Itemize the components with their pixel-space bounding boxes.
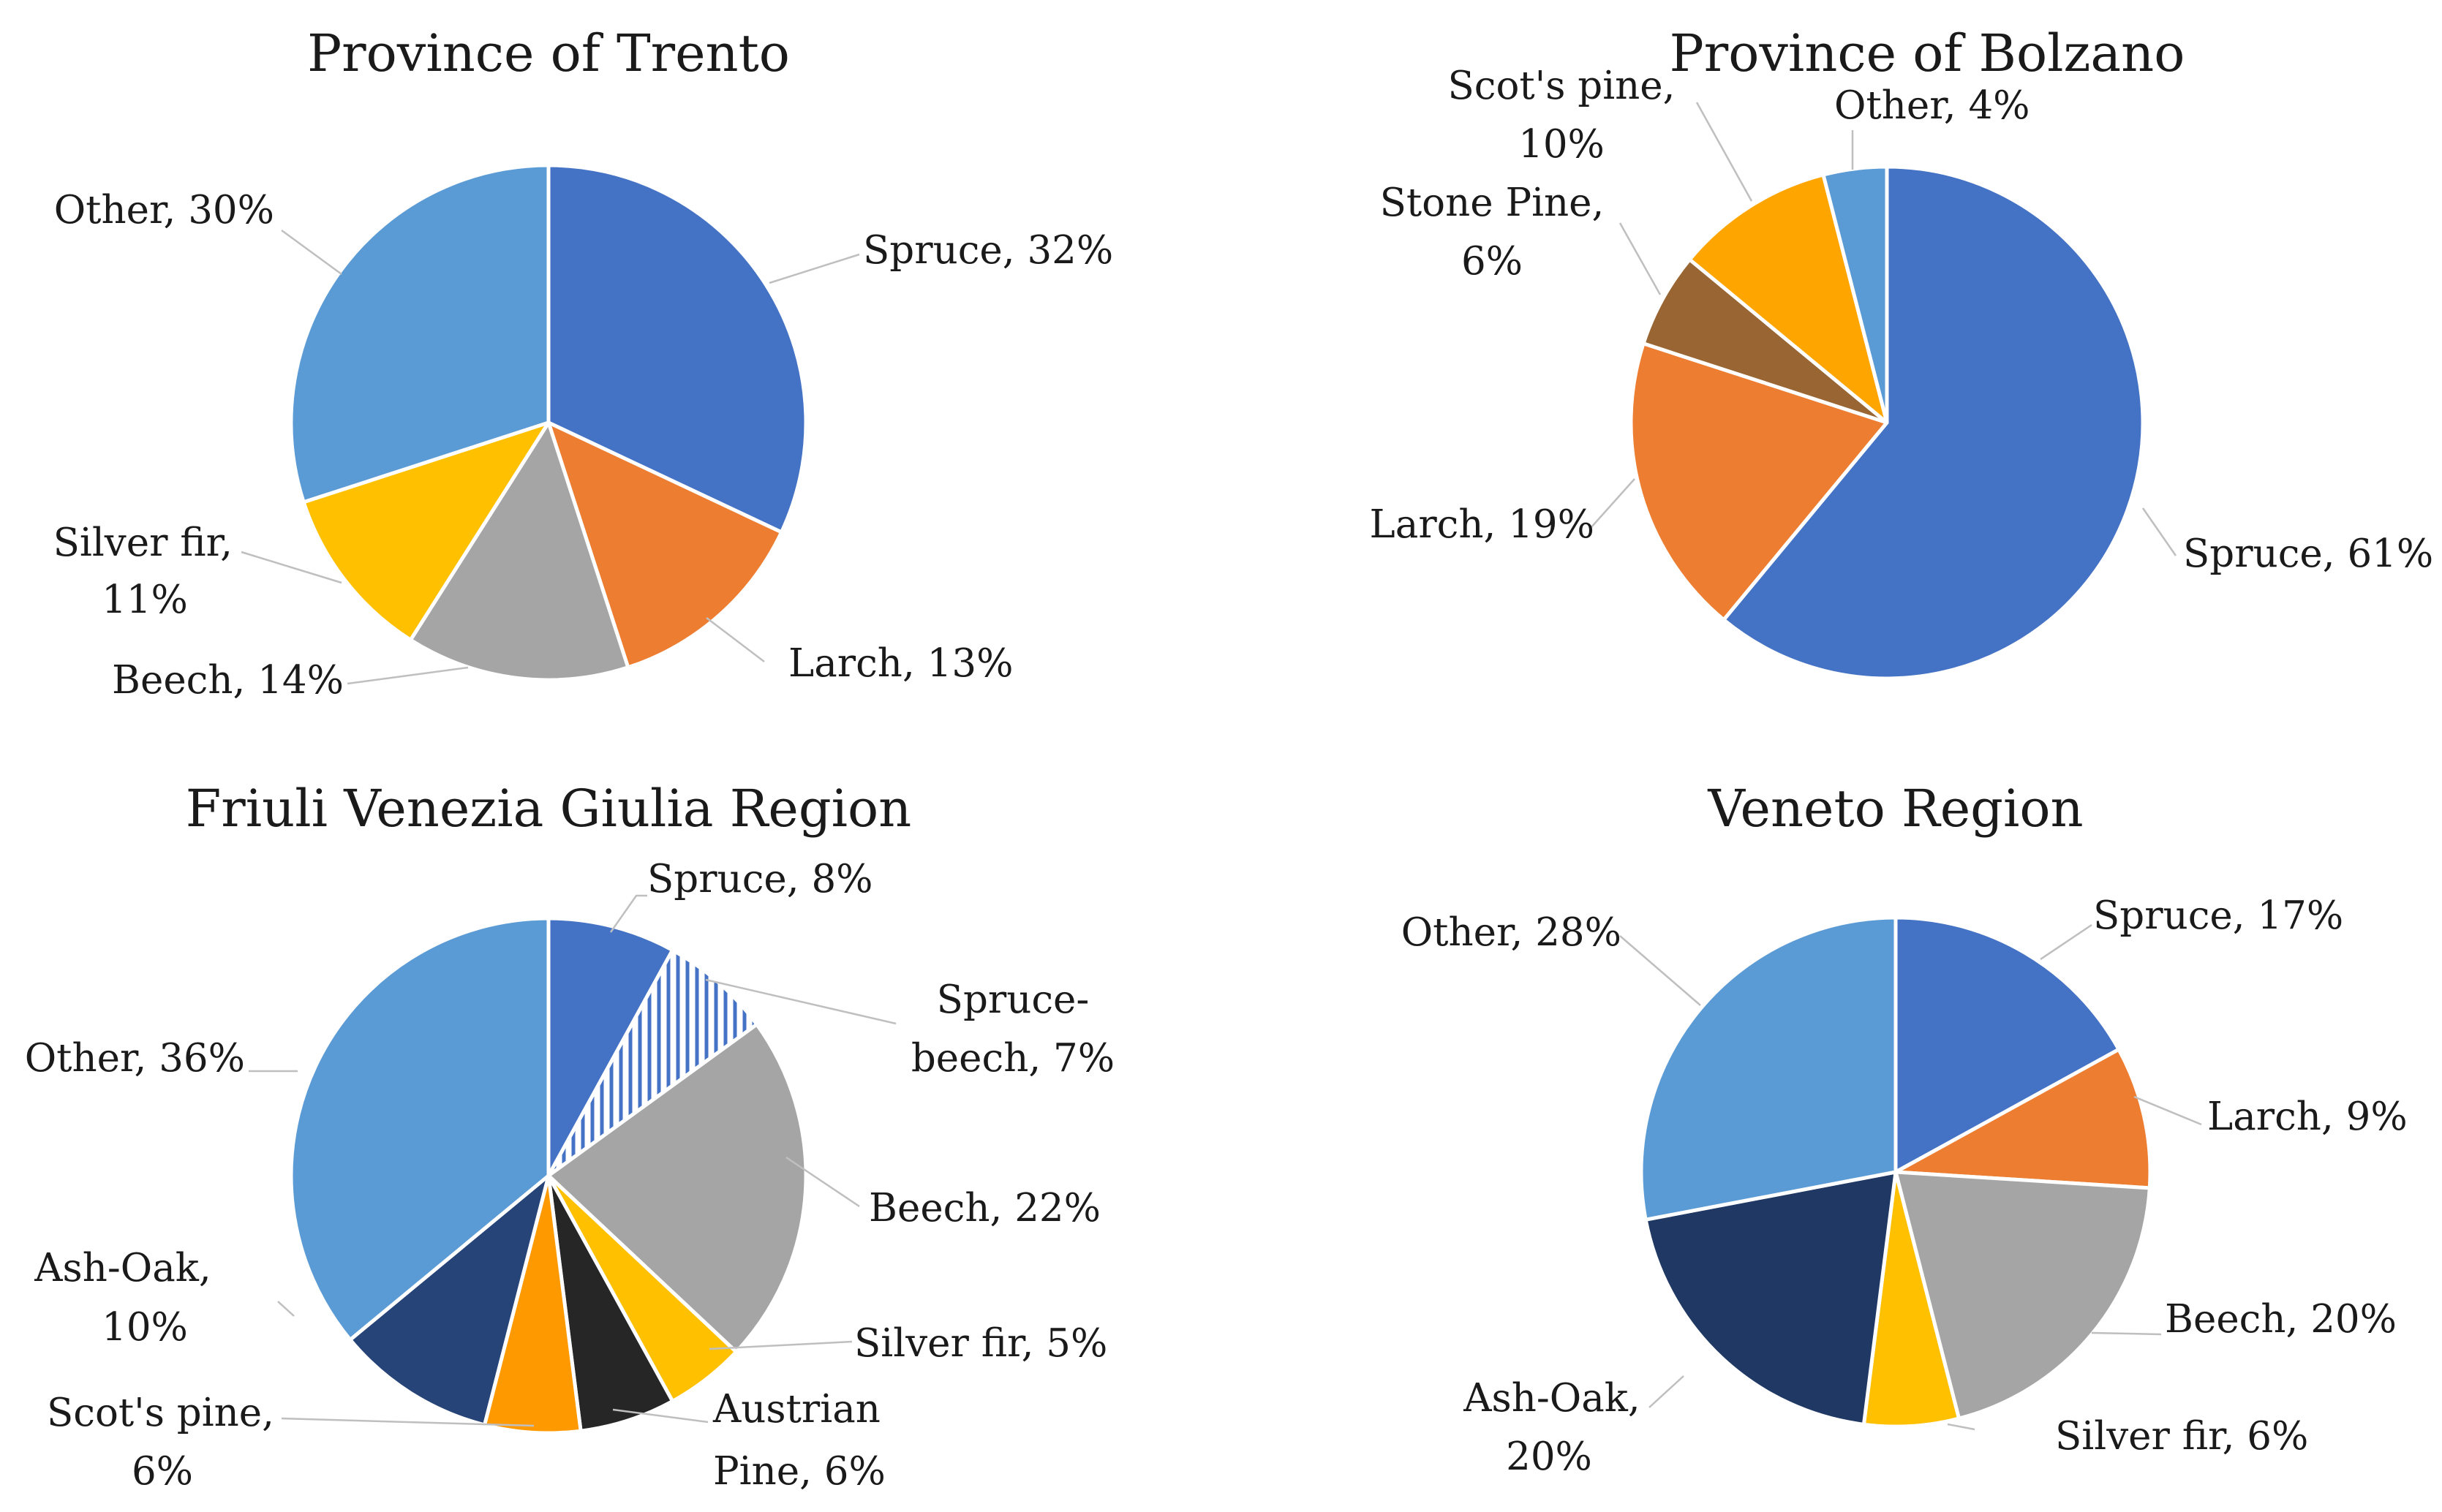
slice-label: Spruce, 17% xyxy=(2093,893,2343,938)
slice-label: Pine, 6% xyxy=(713,1449,886,1494)
slice-label: Spruce, 8% xyxy=(647,857,873,901)
pie-slice-ash-oak xyxy=(1643,1170,1898,1426)
leader-line xyxy=(2141,507,2177,556)
leader-line xyxy=(785,1156,860,1208)
slice-label: Silver fir, 5% xyxy=(854,1321,1107,1366)
pie-slice-larch xyxy=(1893,1047,2152,1190)
leader-line xyxy=(1618,222,1662,295)
chart-province-of-bolzano: Province of Bolzano Spruce, 61% Larch, 1… xyxy=(1370,23,2433,681)
leader-line xyxy=(609,894,647,933)
leader-line xyxy=(1619,935,1701,1006)
slice-label: Spruce, 61% xyxy=(2183,532,2433,576)
leader-line xyxy=(2133,1095,2202,1126)
slice-label: Austrian xyxy=(712,1387,881,1432)
slice-label: Beech, 22% xyxy=(869,1186,1101,1231)
leader-line xyxy=(769,253,860,284)
pie-slice-beech xyxy=(408,420,630,682)
leader-line xyxy=(2040,923,2092,961)
slice-label: 6% xyxy=(1461,239,1523,284)
pie-slice-beech xyxy=(546,1022,808,1354)
chart-title: Province of Bolzano xyxy=(1670,23,2185,83)
slice-label: 11% xyxy=(102,578,188,622)
leader-line xyxy=(1648,1375,1684,1408)
slice-label: Spruce, 32% xyxy=(863,228,1113,273)
pie-slice-other xyxy=(289,163,551,504)
chart-title: Province of Trento xyxy=(307,23,790,83)
chart-title: Veneto Region xyxy=(1707,779,2083,839)
slice-label: Silver fir, xyxy=(53,521,233,565)
chart-title: Friuli Venezia Giulia Region xyxy=(186,779,912,839)
leader-line xyxy=(347,666,469,685)
slice-label: beech, 7% xyxy=(911,1036,1115,1081)
pie-slice-spruce xyxy=(546,916,675,1178)
chart-friuli-venezia-giulia: Friuli Venezia Giulia Region Spruce, 8% … xyxy=(25,779,1115,1494)
slice-label: Scot's pine, xyxy=(47,1391,274,1435)
leader-line xyxy=(706,617,765,662)
pie-slice-other xyxy=(289,916,551,1342)
slice-label: Other, 30% xyxy=(54,188,274,233)
leader-line xyxy=(709,1340,853,1350)
slice-label: Beech, 20% xyxy=(2165,1297,2397,1342)
slice-label: 20% xyxy=(1506,1434,1592,1479)
slice-label: Larch, 9% xyxy=(2207,1095,2408,1139)
pie-slice-silver-fir xyxy=(1861,1170,1961,1429)
leader-line xyxy=(281,1417,535,1427)
pie-slice-spruce xyxy=(546,163,808,534)
slice-label: 10% xyxy=(1518,122,1605,167)
slice-label: Spruce- xyxy=(937,978,1090,1022)
leader-line xyxy=(1695,102,1753,202)
chart-veneto-region: Veneto Region Spruce, 17% Larch, 9% Beec… xyxy=(1401,779,2408,1479)
leader-line xyxy=(705,978,897,1025)
pie-slice-spruce xyxy=(1893,915,2121,1174)
slice-label: Larch, 19% xyxy=(1370,502,1594,547)
leader-line xyxy=(612,1408,709,1424)
pie-slice-larch xyxy=(546,420,783,670)
pie-slice-silver-fir xyxy=(301,420,551,642)
leader-line xyxy=(277,1301,295,1317)
pie-slice-spruce xyxy=(1722,165,2145,681)
pie-slice-larch xyxy=(1629,341,1889,622)
pie-slice-stone-pine xyxy=(1641,257,1889,425)
pie-slice-austrian-pine xyxy=(546,1173,675,1433)
leader-line xyxy=(2091,1331,2162,1336)
slice-label: 6% xyxy=(132,1449,193,1494)
slice-label: Other, 4% xyxy=(1834,83,2030,128)
slice-label: Larch, 13% xyxy=(788,641,1013,686)
slice-label: Beech, 14% xyxy=(112,658,344,703)
pie-slice-other xyxy=(1821,165,1889,425)
slice-label: Stone Pine, xyxy=(1380,181,1605,225)
slice-label: Other, 36% xyxy=(25,1036,245,1081)
slice-label: Ash-Oak, xyxy=(34,1246,211,1290)
slice-label: Ash-Oak, xyxy=(1463,1376,1640,1421)
leader-line xyxy=(281,229,342,276)
slice-label: 10% xyxy=(102,1305,188,1350)
leader-line xyxy=(1947,1423,1975,1431)
pie-slice-other xyxy=(1639,915,1898,1222)
slice-label: Scot's pine, xyxy=(1447,64,1675,108)
leader-line xyxy=(241,551,342,584)
leader-line xyxy=(1590,478,1635,529)
slice-label: Other, 28% xyxy=(1401,910,1621,955)
slice-label: Silver fir, 6% xyxy=(2055,1414,2308,1459)
pie-slice-beech xyxy=(1893,1170,2152,1421)
pie-slice-ash-oak xyxy=(348,1173,551,1427)
chart-province-of-trento: Province of Trento Spruce, 32% Larch, 13… xyxy=(53,23,1114,703)
pie-slice-scot-s-pine xyxy=(483,1173,583,1435)
